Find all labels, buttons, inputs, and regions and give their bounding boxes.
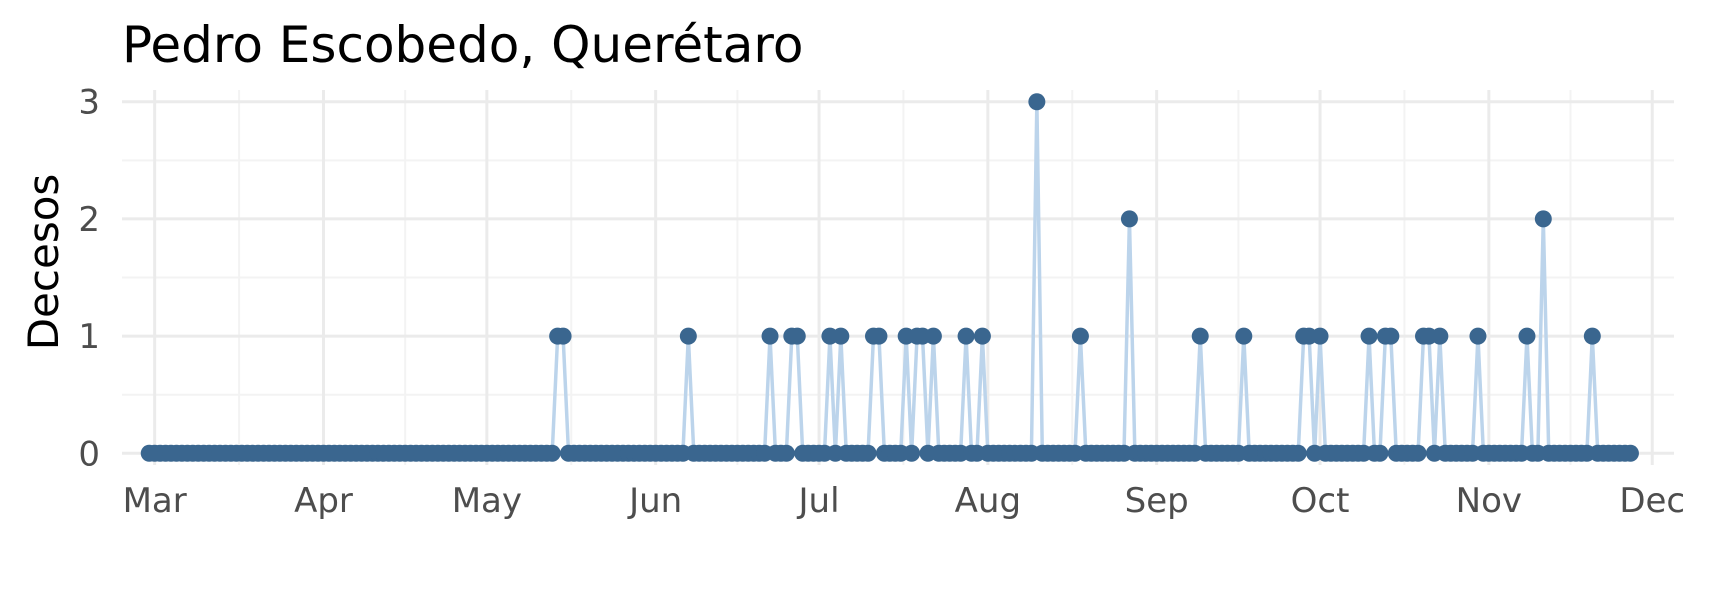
data-point [1289,444,1307,462]
y-tick-label: 0 [78,434,100,474]
data-point [870,327,888,345]
series-points-group [140,93,1639,462]
data-point [924,327,942,345]
chart-title: Pedro Escobedo, Querétaro [122,16,803,74]
data-point [1360,327,1378,345]
data-point [1235,327,1253,345]
data-point [1583,327,1601,345]
data-point [1311,327,1329,345]
data-point [1621,444,1639,462]
data-point [1409,444,1427,462]
data-point [1120,210,1138,228]
y-axis-label: Decesos [19,174,68,351]
x-tick-label: Apr [294,481,353,521]
y-tick-label: 2 [78,200,100,240]
minor-gridlines [122,90,1674,465]
x-tick-label: Jun [627,481,682,521]
x-tick-label: Sep [1125,481,1189,521]
x-tick-label: Nov [1456,481,1522,521]
x-tick-label: Aug [955,481,1021,521]
data-point [1518,327,1536,345]
x-tick-label: Dec [1619,481,1685,521]
x-tick-label: Jul [797,481,840,521]
y-tick-label: 3 [78,83,100,123]
data-point [1431,327,1449,345]
data-point [788,327,806,345]
data-point [973,327,991,345]
data-point [1534,210,1552,228]
x-tick-label: May [452,481,522,521]
x-tick-label: Mar [123,481,187,521]
data-point [832,327,850,345]
data-point [1469,327,1487,345]
data-point [1382,327,1400,345]
data-point [679,327,697,345]
y-axis-tick-labels: 0 1 2 3 [78,83,100,475]
data-point [777,444,795,462]
data-point [1028,93,1046,111]
data-point [543,444,561,462]
data-point [859,444,877,462]
data-point [903,444,921,462]
data-point [1371,444,1389,462]
x-axis-tick-labels: Mar Apr May Jun Jul Aug Sep Oct Nov Dec [123,481,1686,521]
x-tick-label: Oct [1291,481,1350,521]
data-point [1191,327,1209,345]
data-point [1071,327,1089,345]
data-point [761,327,779,345]
data-point [957,327,975,345]
data-point [554,327,572,345]
y-tick-label: 1 [78,317,100,357]
